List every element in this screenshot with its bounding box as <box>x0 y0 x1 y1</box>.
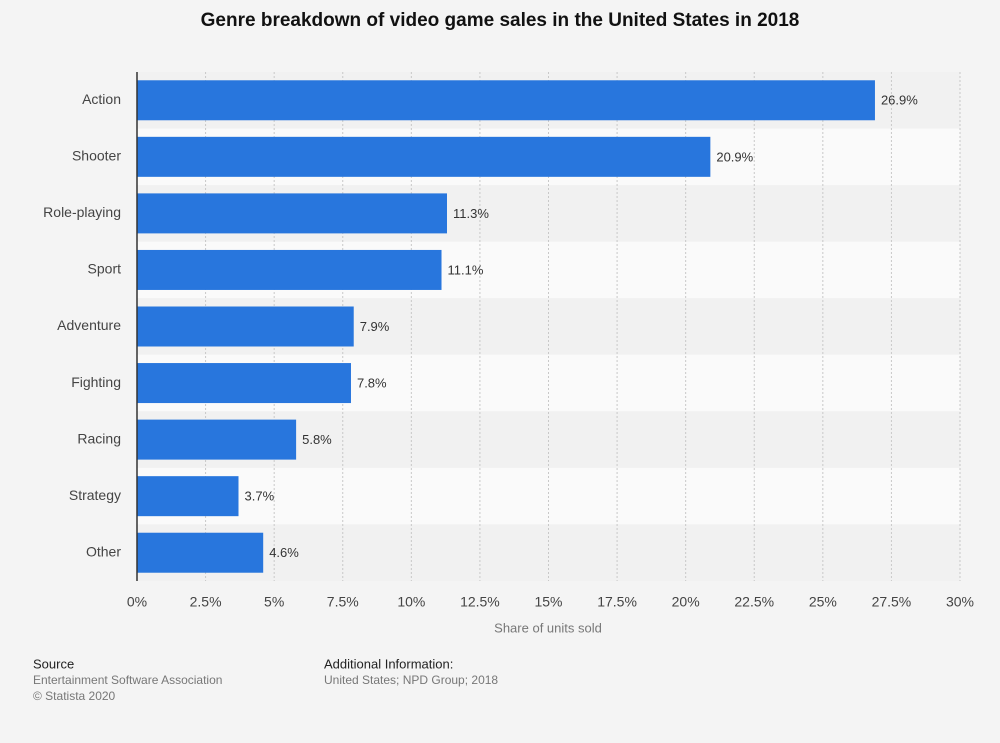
x-tick-label: 27.5% <box>872 594 912 610</box>
source-line: Entertainment Software Association <box>33 673 222 687</box>
x-tick-label: 30% <box>946 594 974 610</box>
bar <box>137 249 442 290</box>
x-tick-label: 20% <box>672 594 700 610</box>
value-label: 3.7% <box>245 489 275 504</box>
bar <box>137 306 354 347</box>
source-heading: Source <box>33 656 74 671</box>
value-label: 5.8% <box>302 432 332 447</box>
x-tick-label: 7.5% <box>327 594 359 610</box>
value-label: 26.9% <box>881 93 918 108</box>
y-tick-label: Sport <box>88 261 122 277</box>
y-tick-label: Strategy <box>69 487 121 503</box>
x-tick-label: 2.5% <box>190 594 222 610</box>
y-tick-label: Fighting <box>71 374 121 390</box>
value-label: 20.9% <box>716 149 753 164</box>
y-tick-label: Other <box>86 543 121 559</box>
x-tick-label: 0% <box>127 594 147 610</box>
value-label: 7.8% <box>357 375 387 390</box>
y-tick-label: Shooter <box>72 148 121 164</box>
bar <box>137 193 447 234</box>
bar <box>137 136 711 177</box>
x-tick-label: 25% <box>809 594 837 610</box>
bar <box>137 476 239 517</box>
x-tick-label: 10% <box>397 594 425 610</box>
x-tick-label: 15% <box>534 594 562 610</box>
info-heading: Additional Information: <box>324 656 453 671</box>
bar <box>137 363 351 404</box>
x-tick-label: 5% <box>264 594 284 610</box>
x-tick-label: 17.5% <box>597 594 637 610</box>
value-label: 11.3% <box>453 206 489 221</box>
bar <box>137 532 264 573</box>
value-label: 7.9% <box>360 319 390 334</box>
chart-title: Genre breakdown of video game sales in t… <box>201 10 800 31</box>
x-tick-label: 12.5% <box>460 594 500 610</box>
info-line: United States; NPD Group; 2018 <box>324 673 498 687</box>
value-label: 11.1% <box>448 262 484 277</box>
y-tick-label: Adventure <box>57 317 121 333</box>
y-tick-label: Role-playing <box>43 204 121 220</box>
y-tick-label: Racing <box>77 430 121 446</box>
x-axis-title: Share of units sold <box>494 620 602 635</box>
bar <box>137 419 297 460</box>
y-tick-label: Action <box>82 91 121 107</box>
bar <box>137 80 875 121</box>
source-line: © Statista 2020 <box>33 689 116 703</box>
value-label: 4.6% <box>269 545 299 560</box>
x-tick-label: 22.5% <box>734 594 774 610</box>
